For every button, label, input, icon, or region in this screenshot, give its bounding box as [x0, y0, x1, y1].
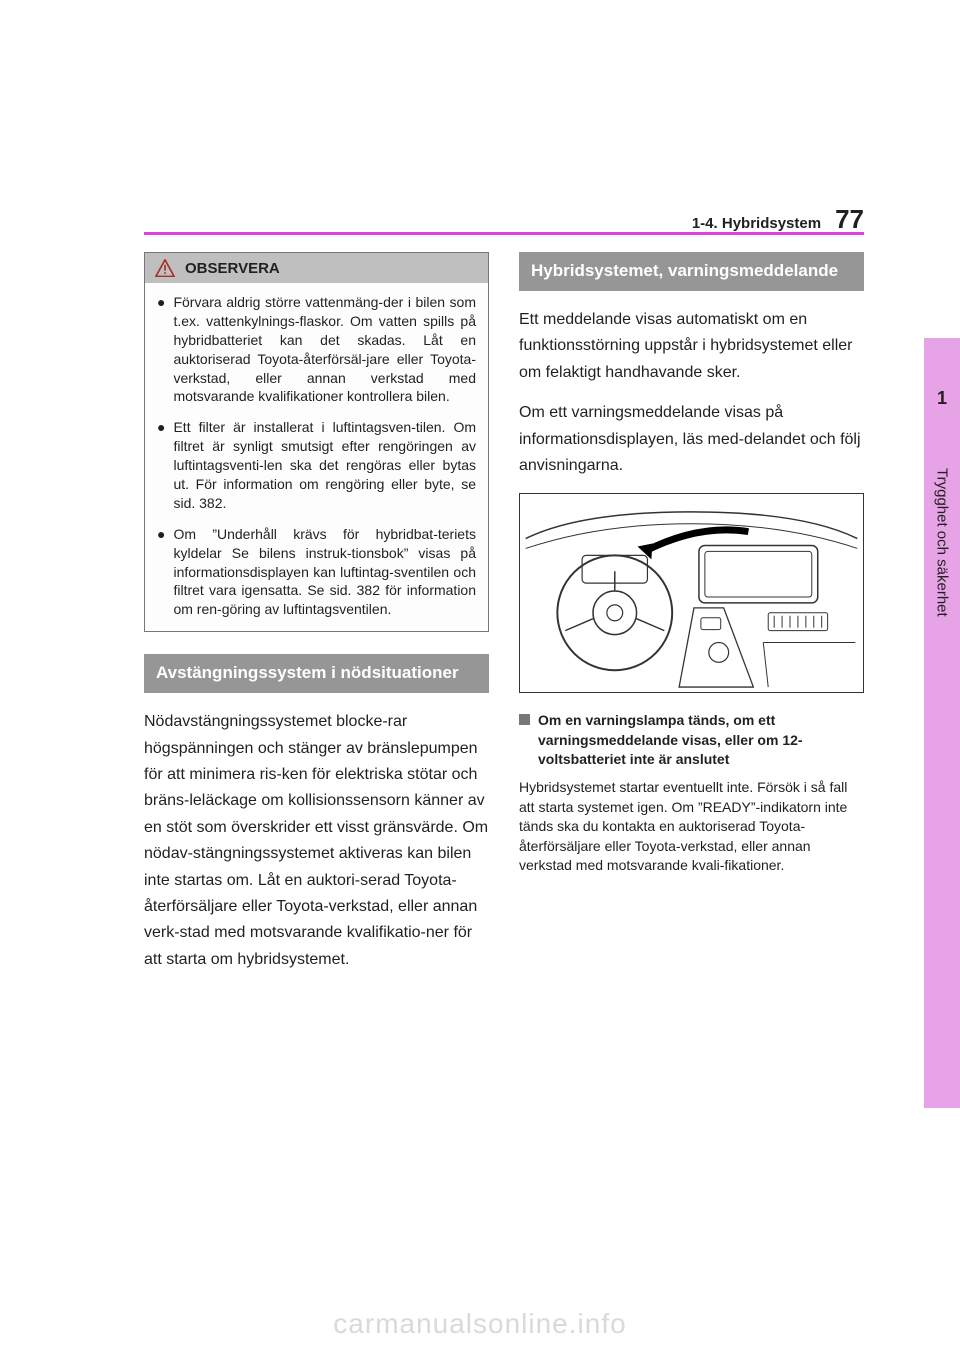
chapter-tab: 1 Trygghet och säkerhet	[924, 338, 960, 1108]
spacer	[144, 632, 489, 654]
notice-bullet-text: Om ”Underhåll krävs för hybridbat-teriet…	[173, 525, 476, 619]
header-rule	[144, 232, 864, 235]
section-label: 1-4. Hybridsystem	[692, 215, 821, 232]
notice-bullet: ● Förvara aldrig större vattenmäng-der i…	[157, 293, 476, 406]
watermark: carmanualsonline.info	[0, 1308, 960, 1340]
right-paragraph-2: Om ett varningsmeddelande visas på infor…	[519, 400, 864, 479]
section-heading-right: Hybridsystemet, varningsmeddelande	[519, 252, 864, 291]
notice-bullet: ● Om ”Underhåll krävs för hybridbat-teri…	[157, 525, 476, 619]
page: 1 Trygghet och säkerhet 1-4. Hybridsyste…	[0, 0, 960, 1358]
section-heading-left: Avstängningssystem i nödsituationer	[144, 654, 489, 693]
dashboard-illustration	[519, 493, 864, 693]
bullet-icon: ●	[157, 525, 165, 619]
bullet-icon: ●	[157, 418, 165, 512]
sub-heading: Om en varningslampa tänds, om ett varnin…	[519, 711, 864, 770]
notice-title: OBSERVERA	[185, 260, 280, 277]
left-body-paragraph: Nödavstängningssystemet blocke-rar högsp…	[144, 709, 489, 973]
chapter-number: 1	[924, 388, 960, 409]
chapter-title-vertical: Trygghet och säkerhet	[924, 458, 960, 958]
bullet-icon: ●	[157, 293, 165, 406]
notice-heading: OBSERVERA	[145, 253, 488, 283]
column-left: OBSERVERA ● Förvara aldrig större vatten…	[144, 252, 489, 987]
sub-heading-text: Om en varningslampa tänds, om ett varnin…	[538, 711, 864, 770]
notice-body: ● Förvara aldrig större vattenmäng-der i…	[145, 283, 488, 631]
content-columns: OBSERVERA ● Förvara aldrig större vatten…	[144, 252, 864, 987]
right-small-body: Hybridsystemet startar eventuellt inte. …	[519, 778, 864, 876]
notice-bullet: ● Ett filter är installerat i luftintags…	[157, 418, 476, 512]
page-number: 77	[835, 204, 864, 235]
page-header: 1-4. Hybridsystem 77	[144, 204, 864, 235]
notice-bullet-text: Ett filter är installerat i luftintagsve…	[173, 418, 476, 512]
right-paragraph-1: Ett meddelande visas automatiskt om en f…	[519, 307, 864, 386]
square-bullet-icon	[519, 714, 530, 725]
warning-icon	[155, 259, 175, 277]
notice-bullet-text: Förvara aldrig större vattenmäng-der i b…	[173, 293, 476, 406]
column-right: Hybridsystemet, varningsmeddelande Ett m…	[519, 252, 864, 987]
notice-box: OBSERVERA ● Förvara aldrig större vatten…	[144, 252, 489, 632]
